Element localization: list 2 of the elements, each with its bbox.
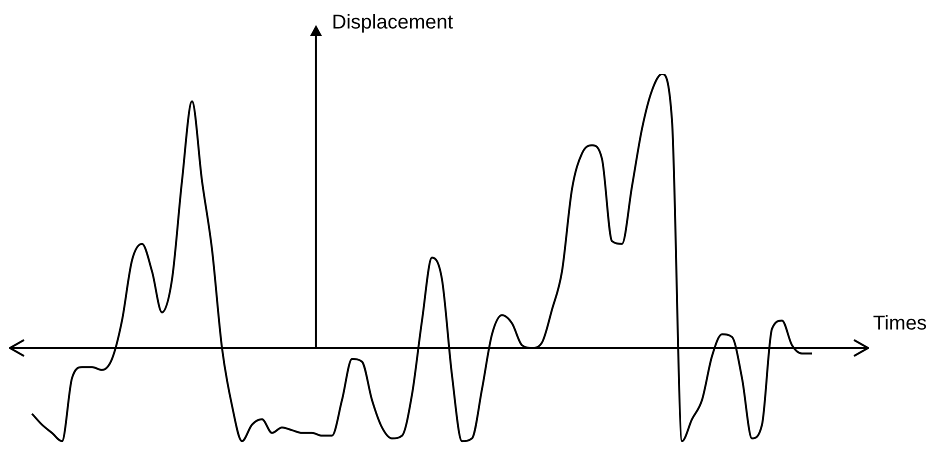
x-axis-title: Times: [873, 312, 927, 335]
y-axis-title: Displacement: [332, 12, 454, 34]
